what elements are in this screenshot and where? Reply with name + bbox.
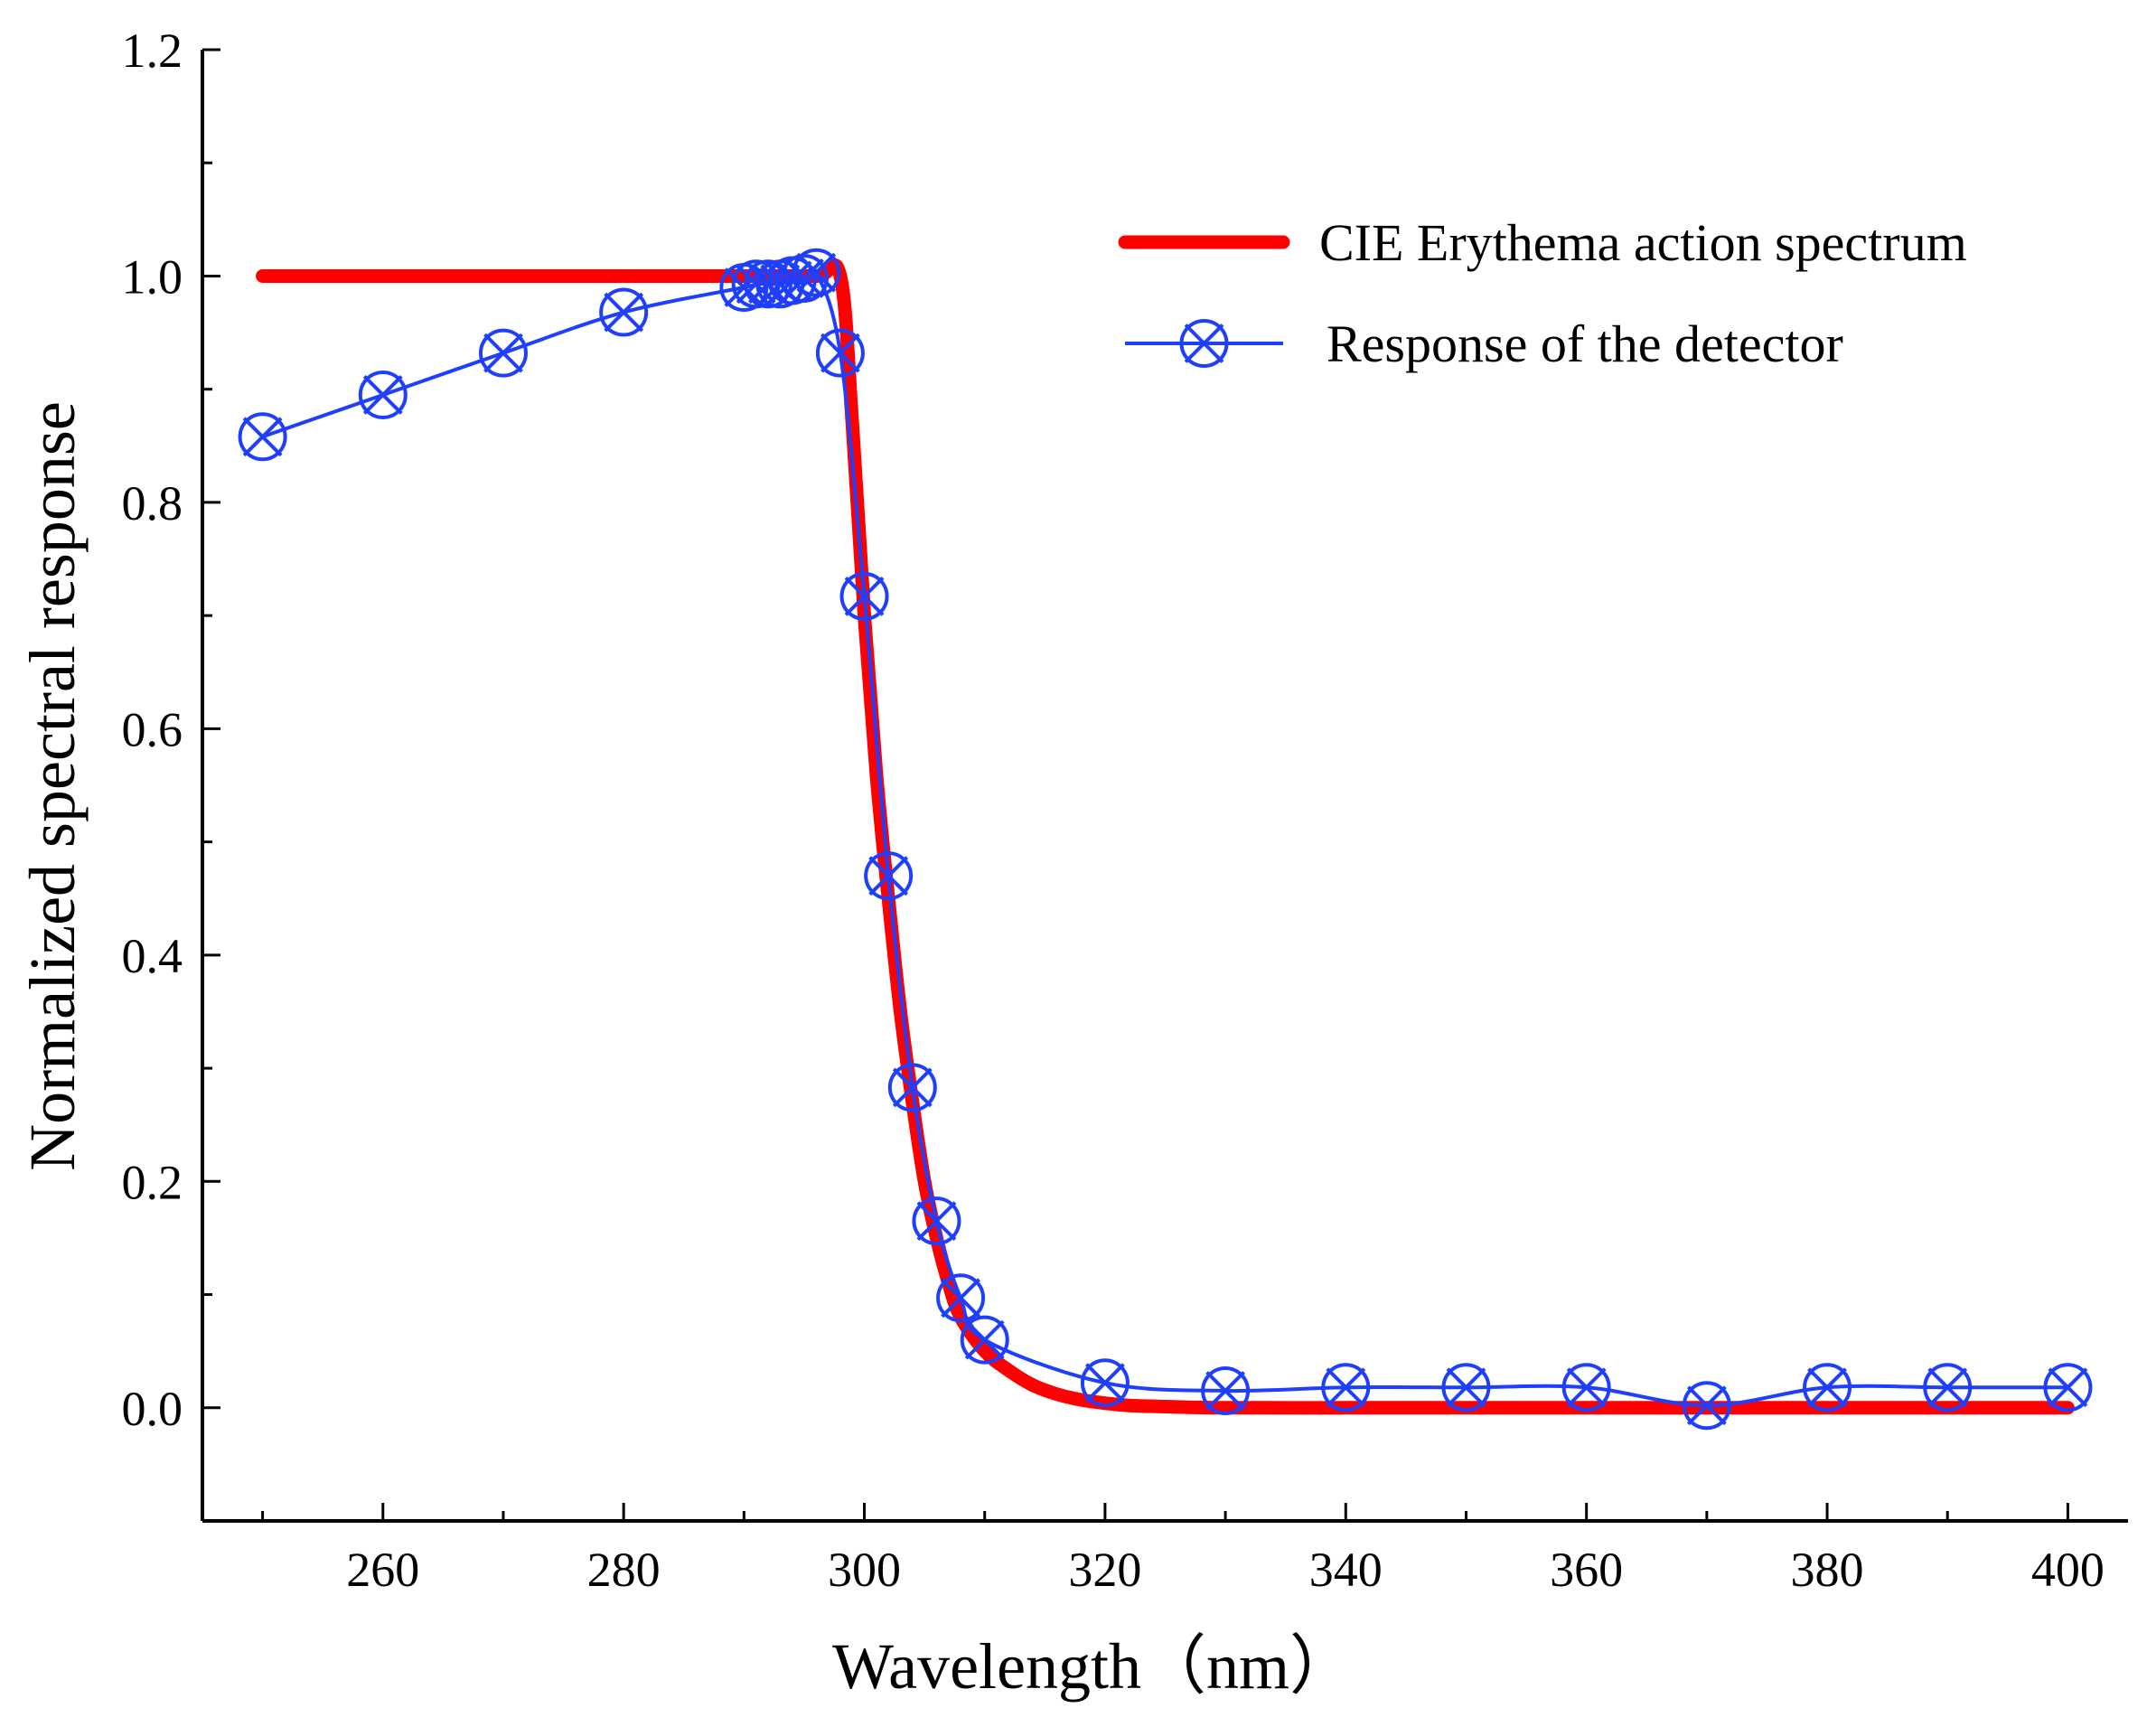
marker-cross-b [1205, 1371, 1246, 1411]
marker-circle [1682, 1381, 1731, 1431]
marker-circle [779, 253, 829, 303]
data-point-marker [478, 328, 528, 378]
data-point-marker [1080, 1358, 1130, 1408]
marker-circle [1179, 319, 1229, 368]
marker-cross-b [1566, 1367, 1607, 1408]
marker-cross-b [820, 333, 860, 373]
marker-cross-b [483, 333, 523, 373]
data-point-marker [1803, 1363, 1852, 1412]
x-tick-label: 360 [1550, 1543, 1623, 1597]
marker-cross-b [868, 856, 909, 896]
data-point-marker [1201, 1365, 1251, 1415]
marker-circle [839, 571, 889, 621]
marker-cross-b [362, 375, 403, 415]
marker-circle [2043, 1363, 2093, 1412]
data-point-marker [912, 1196, 961, 1246]
marker-cross-b [964, 1319, 1005, 1360]
data-point-marker [960, 1315, 1009, 1365]
marker-circle [358, 370, 408, 419]
y-tick-label: 1.2 [122, 23, 183, 78]
x-tick-label: 400 [2031, 1543, 2105, 1597]
data-point-marker [1923, 1363, 1973, 1412]
marker-circle [864, 851, 914, 901]
marker-circle [792, 248, 841, 297]
data-point-marker [1682, 1381, 1731, 1431]
y-tick-label: 0.6 [122, 702, 183, 756]
detector-markers [238, 248, 2093, 1431]
legend-label-cie: CIE Erythema action spectrum [1319, 213, 1967, 272]
data-point-marker [1441, 1363, 1491, 1412]
data-point-marker [2043, 1363, 2093, 1412]
marker-cross-b [772, 260, 812, 301]
marker-cross-b [1184, 324, 1224, 363]
data-point-marker [1561, 1363, 1611, 1412]
x-tick-label: 280 [587, 1543, 661, 1597]
marker-cross-b [604, 292, 644, 333]
marker-circle [887, 1063, 937, 1112]
marker-cross-b [892, 1067, 933, 1108]
marker-circle [599, 287, 649, 337]
marker-circle [478, 328, 528, 378]
x-tick-label: 380 [1791, 1543, 1864, 1597]
marker-cross-b [1807, 1367, 1847, 1408]
legend-marker-detector [1179, 319, 1229, 368]
data-point-marker [1321, 1363, 1371, 1412]
data-point-marker [839, 571, 889, 621]
marker-cross-b [1686, 1385, 1727, 1426]
marker-cross-b [916, 1201, 957, 1242]
marker-circle [1201, 1365, 1251, 1415]
marker-cross-b [1446, 1367, 1486, 1408]
legend: CIE Erythema action spectrum Response of … [1118, 213, 1967, 373]
y-tick-label: 1.0 [122, 249, 183, 304]
marker-circle [238, 412, 287, 462]
marker-circle [815, 328, 865, 378]
data-point-marker [864, 851, 914, 901]
data-point-marker [779, 253, 829, 303]
marker-cross-b [941, 1278, 980, 1318]
data-point-marker [815, 328, 865, 378]
marker-cross-b [2048, 1367, 2088, 1408]
marker-circle [1803, 1363, 1852, 1412]
marker-circle [1321, 1363, 1371, 1412]
marker-cross-b [1927, 1367, 1968, 1408]
plot-series [238, 248, 2093, 1431]
marker-cross-b [844, 576, 885, 616]
y-tick-label: 0.0 [122, 1382, 183, 1436]
marker-circle [1080, 1358, 1130, 1408]
y-axis-title: Normalized spectral response [16, 401, 89, 1171]
y-tick-label: 0.2 [122, 1155, 183, 1209]
marker-cross-b [796, 252, 837, 293]
series-line-detector-response [261, 266, 2068, 1408]
x-tick-label: 320 [1068, 1543, 1141, 1597]
data-point-marker [358, 370, 408, 419]
x-axis-title: Wavelength（nm） [832, 1630, 1355, 1703]
data-point-marker [887, 1063, 937, 1112]
marker-circle [912, 1196, 961, 1246]
x-tick-label: 260 [346, 1543, 419, 1597]
axes: 260 280 300 320 340 360 380 400 0.0 0.2 0.4 0.6 0.8 1… [122, 23, 2128, 1597]
x-tick-label: 300 [828, 1543, 901, 1597]
marker-circle [1441, 1363, 1491, 1412]
data-point-marker [599, 287, 649, 337]
marker-circle [960, 1315, 1009, 1365]
data-point-marker [936, 1273, 986, 1323]
marker-circle [1561, 1363, 1611, 1412]
y-tick-label: 0.8 [122, 476, 183, 530]
marker-cross-b [784, 258, 824, 298]
legend-label-detector: Response of the detector [1327, 314, 1843, 373]
marker-circle [936, 1273, 986, 1323]
y-tick-label: 0.4 [122, 929, 183, 983]
marker-cross-b [1326, 1367, 1366, 1408]
marker-cross-b [242, 417, 283, 457]
data-point-marker [238, 412, 287, 462]
marker-cross-b [1084, 1363, 1125, 1403]
data-point-marker [792, 248, 841, 297]
x-tick-label: 340 [1309, 1543, 1383, 1597]
marker-circle [1923, 1363, 1973, 1412]
